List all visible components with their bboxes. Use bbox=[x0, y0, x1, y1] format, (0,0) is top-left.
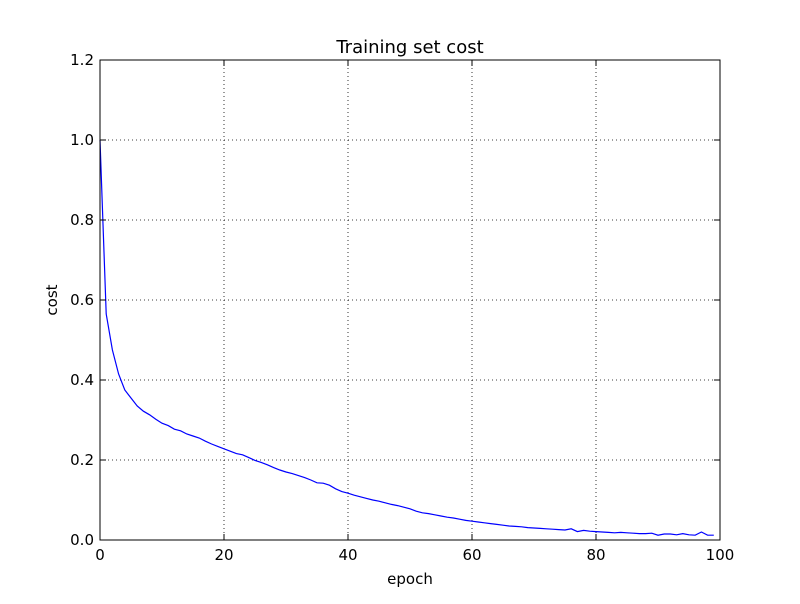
x-axis-label: epoch bbox=[387, 570, 433, 588]
y-tick-label: 0.0 bbox=[70, 531, 94, 549]
x-tick-label: 20 bbox=[214, 546, 233, 564]
y-tick-label: 1.0 bbox=[70, 131, 94, 149]
y-tick-label: 0.4 bbox=[70, 371, 94, 389]
x-tick-label: 80 bbox=[586, 546, 605, 564]
y-tick-label: 0.8 bbox=[70, 211, 94, 229]
y-tick-label: 0.2 bbox=[70, 451, 94, 469]
x-tick-label: 0 bbox=[95, 546, 105, 564]
x-tick-label: 100 bbox=[706, 546, 735, 564]
chart-title: Training set cost bbox=[335, 37, 483, 58]
x-tick-label: 40 bbox=[338, 546, 357, 564]
x-tick-label: 60 bbox=[462, 546, 481, 564]
cost-series-line bbox=[99, 139, 714, 536]
axis-tick-labels: 0 20 40 60 80 100 0.0 0.2 0.4 0.6 0.8 1.0 1.2 bbox=[70, 51, 734, 564]
y-tick-label: 1.2 bbox=[70, 51, 94, 69]
axis-ticks bbox=[99, 59, 721, 541]
y-tick-label: 0.6 bbox=[70, 291, 94, 309]
y-axis-label: cost bbox=[43, 284, 61, 315]
grid-lines bbox=[100, 60, 720, 540]
